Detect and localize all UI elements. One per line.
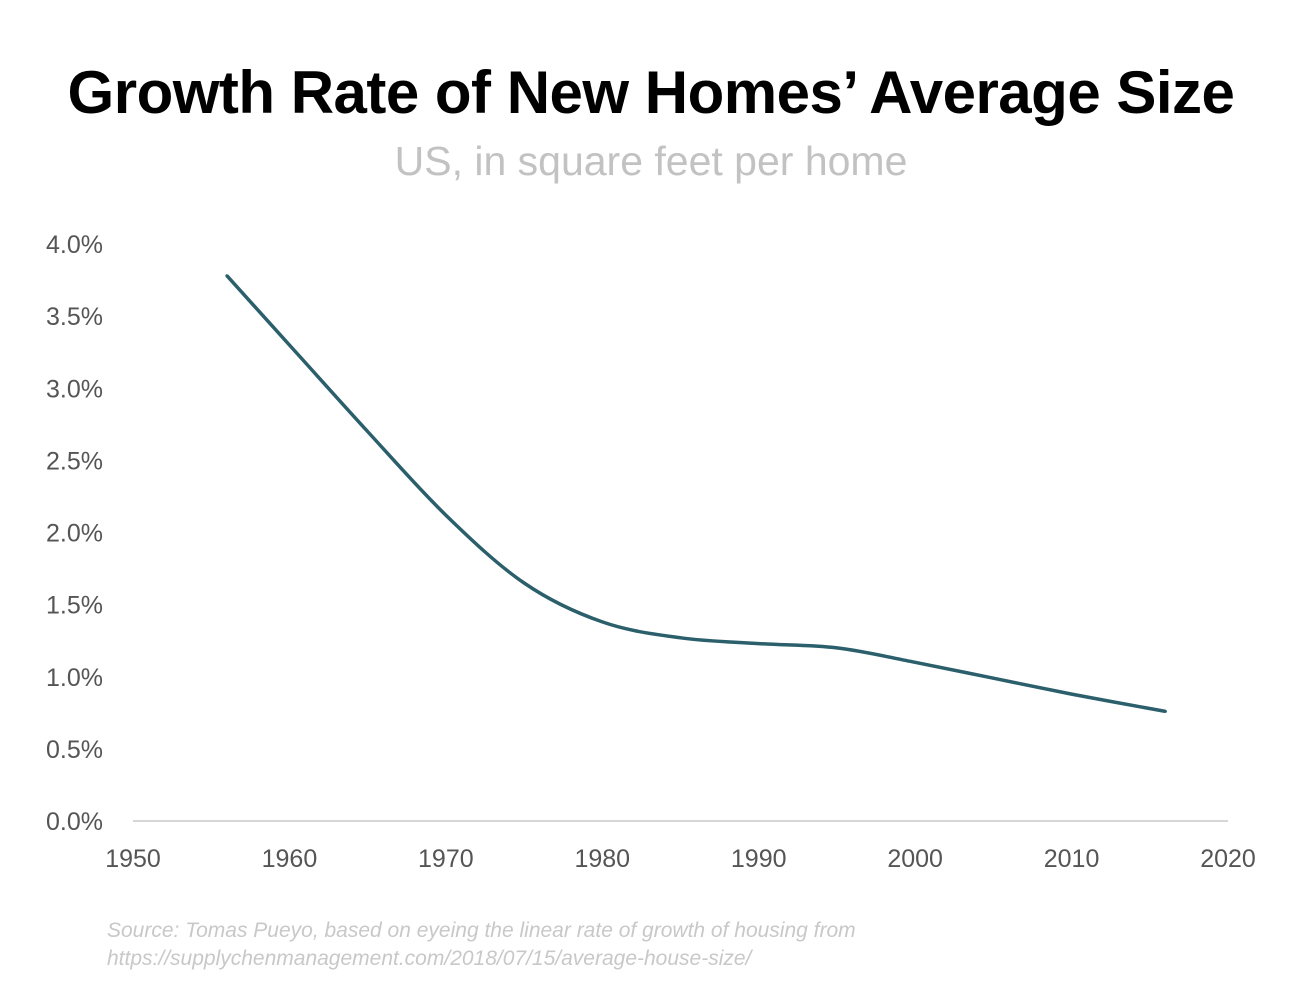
data-point: [913, 660, 917, 664]
x-tick-label: 2010: [1044, 845, 1100, 873]
data-point: [444, 513, 448, 517]
source-note: Source: Tomas Pueyo, based on eyeing the…: [107, 917, 1107, 973]
data-point: [1070, 692, 1074, 696]
y-tick-label: 1.0%: [46, 664, 103, 692]
x-tick-label: 1990: [731, 845, 787, 873]
data-point: [757, 642, 761, 646]
y-tick-label: 3.0%: [46, 375, 103, 403]
y-axis-ticks: 0.0% 0.5% 1.0% 1.5% 2.0% 2.5% 3.0% 3.5% 4.0%: [46, 231, 103, 836]
source-line-2: https://supplychenmanagement.com/2018/07…: [107, 947, 752, 970]
data-point: [225, 274, 229, 278]
x-tick-label: 1970: [418, 845, 474, 873]
source-line-1: Source: Tomas Pueyo, based on eyeing the…: [107, 919, 856, 942]
data-point: [600, 620, 604, 624]
y-tick-label: 1.5%: [46, 592, 103, 620]
data-point: [522, 581, 526, 585]
data-point: [1163, 709, 1167, 713]
x-tick-label: 2000: [887, 845, 943, 873]
y-tick-label: 0.0%: [46, 808, 103, 836]
data-point: [991, 676, 995, 680]
data-point: [287, 343, 291, 347]
x-tick-label: 1960: [262, 845, 318, 873]
x-tick-label: 2020: [1200, 845, 1256, 873]
x-tick-label: 1980: [574, 845, 630, 873]
data-point: [835, 646, 839, 650]
chart-subtitle: US, in square feet per home: [394, 138, 908, 184]
series-layer: [225, 274, 1167, 714]
series-line: [225, 274, 1166, 714]
y-tick-label: 2.0%: [46, 520, 103, 548]
y-tick-label: 2.5%: [46, 447, 103, 475]
x-axis-ticks: 1950 1960 1970 1980 1990 2000 2010 2020: [105, 845, 1256, 873]
y-tick-label: 0.5%: [46, 736, 103, 764]
data-point: [679, 636, 682, 640]
data-point: [366, 430, 370, 434]
y-tick-label: 3.5%: [46, 303, 103, 331]
x-tick-label: 1950: [105, 845, 161, 873]
chart-title: Growth Rate of New Homes’ Average Size: [67, 59, 1235, 126]
y-tick-label: 4.0%: [46, 231, 103, 259]
